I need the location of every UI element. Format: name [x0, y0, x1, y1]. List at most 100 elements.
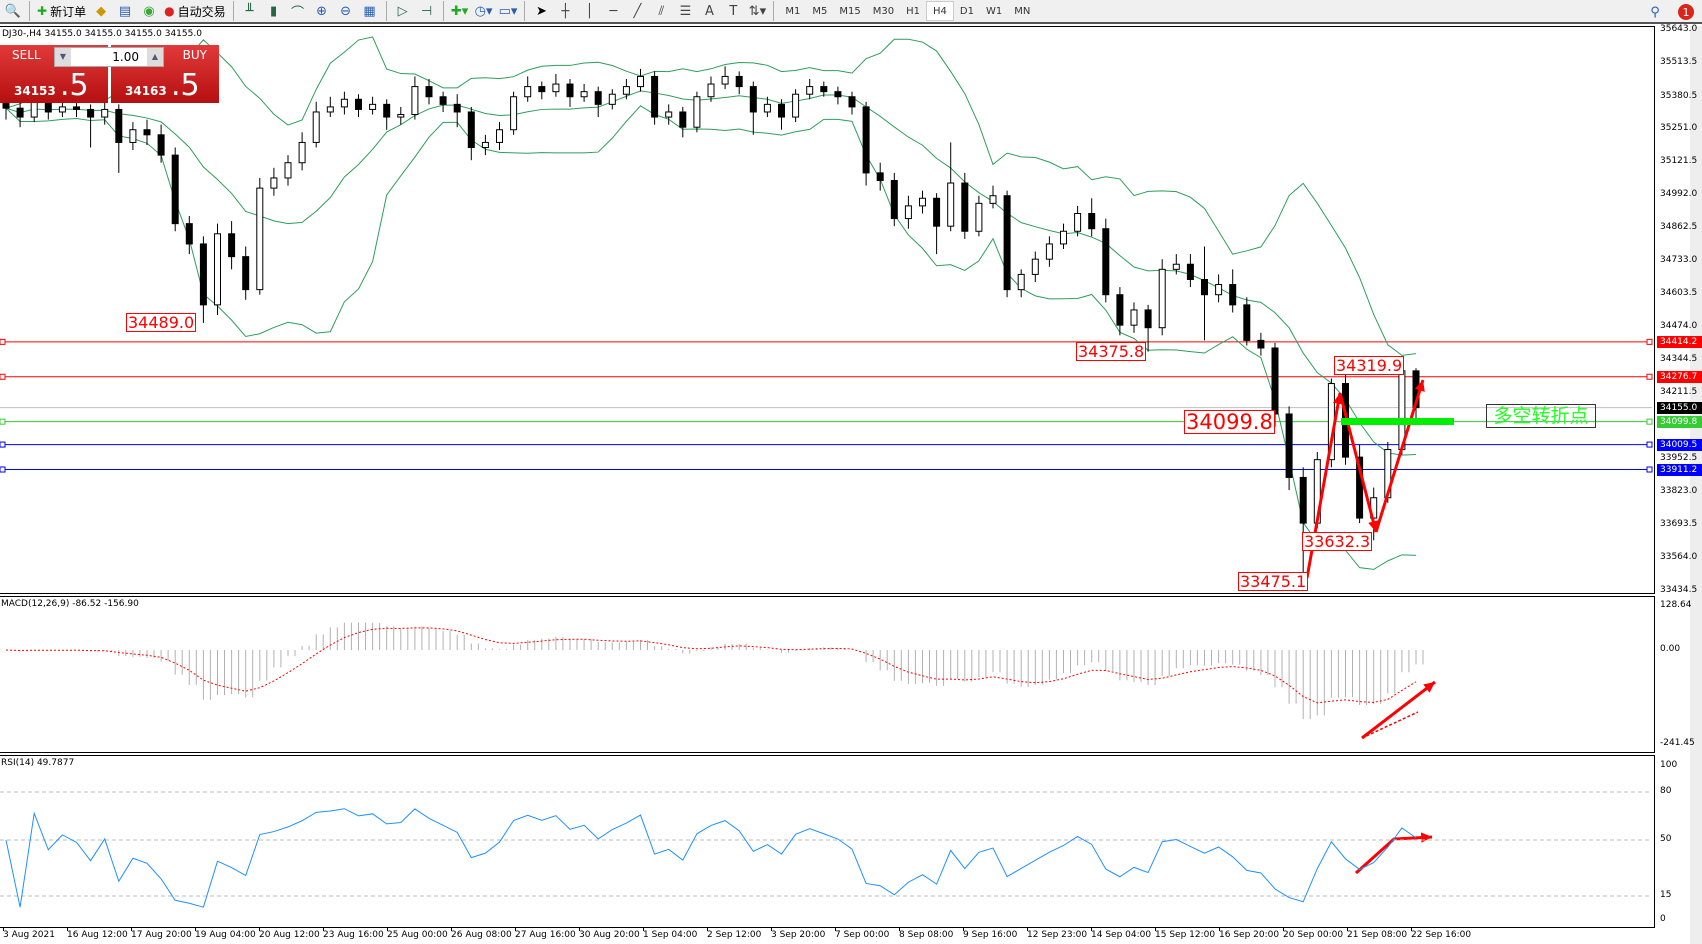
zoom-in-icon[interactable]: ⊕ — [316, 3, 328, 19]
crosshair-icon[interactable]: ┼ — [561, 3, 570, 19]
trendline-icon[interactable]: ╱ — [633, 3, 642, 19]
price-chart[interactable] — [0, 0, 1655, 594]
wave-arrow-up — [1374, 379, 1425, 533]
candle-bearish — [1229, 284, 1237, 306]
horizontal-line-icon[interactable]: ─ — [609, 3, 618, 19]
vertical-line-icon[interactable]: │ — [585, 3, 594, 19]
macd-axis-label: 128.64 — [1660, 599, 1692, 610]
lot-increase-button[interactable]: ▲ — [147, 48, 163, 66]
notification-badge[interactable]: 1 — [1678, 4, 1694, 20]
bollinger-upper-band — [5, 36, 1417, 356]
candle-bullish — [411, 86, 419, 116]
time-tick — [899, 927, 900, 931]
line-handle — [1646, 466, 1653, 473]
price-axis-label: 33693.5 — [1660, 518, 1698, 529]
annotation-low: 33475.1 — [1238, 572, 1309, 591]
periods-icon[interactable]: ◷▾ — [474, 3, 493, 19]
cursor-icon[interactable]: ➤ — [535, 3, 547, 19]
candle-bullish — [340, 98, 348, 108]
lot-decrease-button[interactable]: ▼ — [55, 48, 71, 66]
text-icon[interactable]: A — [704, 3, 714, 19]
one-click-trading-panel: SELL 34153 .5 BUY 34163 .5 ▼ 1.00 ▲ — [0, 45, 219, 103]
time-axis-label: 3 Sep 20:00 — [771, 930, 826, 940]
time-tick — [67, 927, 68, 931]
timeframe-m5[interactable]: M5 — [812, 5, 828, 17]
equidistant-channel-icon[interactable]: ⫽ — [658, 3, 665, 19]
text-label-icon[interactable]: T — [729, 3, 738, 19]
time-tick — [771, 927, 772, 931]
candle-bullish — [792, 93, 800, 118]
time-tick — [131, 927, 132, 931]
candle-bullish — [270, 177, 278, 189]
candle-bearish — [890, 179, 898, 220]
price-line-tag: 34009.5 — [1657, 438, 1702, 451]
price-axis-label: 34992.0 — [1660, 189, 1698, 200]
candle-bearish — [594, 91, 602, 105]
line-chart-icon[interactable]: ⌒ — [291, 5, 305, 21]
candle-bearish — [1271, 347, 1279, 415]
fibonacci-icon[interactable]: ☰ — [679, 3, 692, 19]
timeframe-m30[interactable]: M30 — [872, 5, 895, 17]
candle-bullish — [1172, 263, 1180, 270]
time-tick — [387, 927, 388, 931]
tile-windows-icon[interactable]: ▦ — [363, 3, 376, 19]
wave-arrow-down — [1338, 392, 1378, 533]
arrows-icon[interactable]: ⇅▾ — [748, 3, 767, 19]
candle-bullish — [552, 83, 560, 93]
annotation-high-low: 34489.0 — [126, 313, 197, 332]
line-handle — [0, 373, 6, 380]
rsi-axis-label: 50 — [1660, 834, 1672, 844]
timeframe-w1[interactable]: W1 — [985, 5, 1003, 17]
timeframe-h4[interactable]: H4 — [926, 1, 954, 21]
zoom-out-icon[interactable]: ⊖ — [340, 3, 352, 19]
candle-bearish — [749, 86, 757, 113]
candle-bullish — [312, 111, 320, 143]
timeframe-d1[interactable]: D1 — [959, 5, 974, 17]
candlestick-chart-icon[interactable]: ▮ — [270, 3, 278, 19]
candle-bullish — [580, 91, 588, 98]
time-axis-label: 22 Sep 16:00 — [1411, 930, 1472, 940]
candle-bullish — [284, 162, 292, 179]
time-axis-label: 1 Sep 04:00 — [643, 930, 698, 940]
timeframe-h1[interactable]: H1 — [906, 5, 920, 17]
toolbar: 🔍 ✚ 新订单 ◆ ▤ ◉ ● 自动交易 ╨ ▮ ⌒ ⊕ ⊖ ▦ ▷ ⊣ ✚▾ ◷▾… — [0, 0, 1702, 24]
auto-trading-button[interactable]: ● 自动交易 — [162, 1, 228, 21]
market-watch-icon[interactable]: ◆ — [96, 3, 107, 19]
time-tick — [1411, 927, 1412, 931]
timeframe-mn[interactable]: MN — [1014, 5, 1031, 17]
candle-bullish — [665, 111, 673, 118]
timeframe-m15[interactable]: M15 — [839, 5, 861, 17]
chart-shift-icon[interactable]: ⊣ — [420, 3, 433, 19]
new-order-button[interactable]: ✚ 新订单 — [35, 1, 88, 21]
new-order-label: 新订单 — [50, 4, 87, 19]
candle-bullish — [693, 96, 701, 128]
sell-price: 34153 — [14, 84, 56, 98]
navigator-icon[interactable]: ▤ — [118, 3, 132, 19]
timeframe-m1[interactable]: M1 — [785, 5, 801, 17]
time-tick — [1155, 927, 1156, 931]
indicators-icon[interactable]: ✚▾ — [450, 3, 469, 19]
search-icon[interactable]: 🔍 — [4, 3, 22, 19]
line-handle — [0, 466, 6, 473]
templates-icon[interactable]: ▭▾ — [498, 3, 518, 19]
auto-scroll-icon[interactable]: ▷ — [397, 3, 408, 19]
candle-bullish — [326, 106, 334, 113]
lot-size-input[interactable]: ▼ 1.00 ▲ — [54, 47, 164, 67]
new-order-icon: ✚ — [37, 4, 48, 18]
signals-icon[interactable]: ◉ — [143, 3, 155, 19]
candle-bullish — [1130, 309, 1138, 326]
candle-bullish — [622, 86, 630, 95]
time-axis-label: 3 Aug 2021 — [3, 930, 55, 940]
pivot-zone-bar — [1341, 418, 1454, 425]
candle-bearish — [228, 233, 236, 258]
time-axis-label: 25 Aug 00:00 — [387, 930, 448, 940]
macd-divergence-arrow — [1361, 680, 1436, 740]
candle-bullish — [608, 93, 616, 105]
price-line-tag: 33911.2 — [1657, 463, 1702, 476]
search-icon[interactable]: ⚲ — [1650, 4, 1660, 20]
bar-chart-icon[interactable]: ╨ — [245, 3, 254, 19]
candle-bearish — [961, 182, 969, 232]
wave-arrow-up-head — [1414, 380, 1425, 392]
candle-bullish — [524, 86, 532, 98]
auto-trading-icon: ● — [164, 4, 175, 18]
